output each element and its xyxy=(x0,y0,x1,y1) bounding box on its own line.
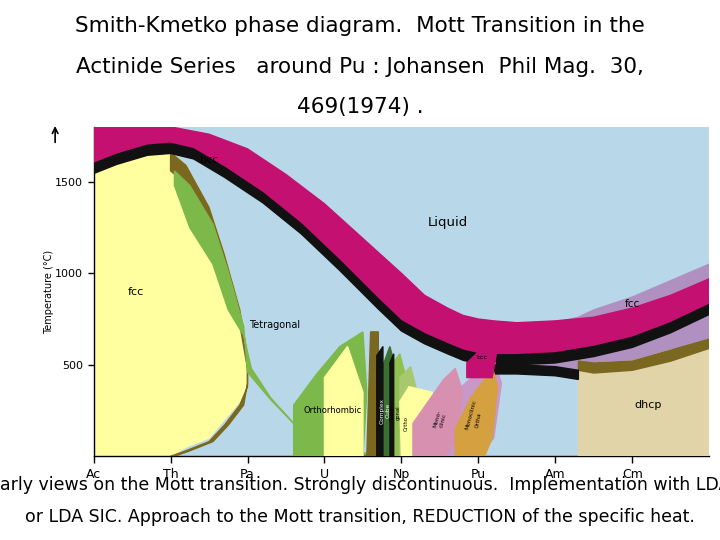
Polygon shape xyxy=(413,368,463,456)
Polygon shape xyxy=(455,367,498,456)
Text: Complex
Cube: Complex Cube xyxy=(380,397,391,423)
Polygon shape xyxy=(294,332,366,456)
Text: 469(1974) .: 469(1974) . xyxy=(297,97,423,117)
Polygon shape xyxy=(363,332,378,456)
Polygon shape xyxy=(94,127,248,456)
Polygon shape xyxy=(94,143,709,365)
Text: dhcp: dhcp xyxy=(634,400,662,410)
Text: Actinide Series   around Pu : Johansen  Phil Mag.  30,: Actinide Series around Pu : Johansen Phi… xyxy=(76,57,644,77)
Polygon shape xyxy=(390,354,406,456)
Text: Monoclinic: Monoclinic xyxy=(464,399,477,430)
Polygon shape xyxy=(325,347,363,456)
Text: Smith-Kmetko phase diagram.  Mott Transition in the: Smith-Kmetko phase diagram. Mott Transit… xyxy=(75,16,645,36)
Text: or LDA SIC. Approach to the Mott transition, REDUCTION of the specific heat.: or LDA SIC. Approach to the Mott transit… xyxy=(25,508,695,525)
Polygon shape xyxy=(400,367,417,456)
Text: Orthorhombic: Orthorhombic xyxy=(303,406,361,415)
Polygon shape xyxy=(390,354,394,456)
Polygon shape xyxy=(400,387,440,456)
Polygon shape xyxy=(377,347,383,456)
Text: Ortha: Ortha xyxy=(474,411,482,428)
Text: Ortho: Ortho xyxy=(403,416,408,431)
Text: fcc: fcc xyxy=(127,287,144,296)
Polygon shape xyxy=(171,152,248,456)
Polygon shape xyxy=(478,364,578,380)
Text: Early views on the Mott transition. Strongly discontinuous.  Implementation with: Early views on the Mott transition. Stro… xyxy=(0,476,720,494)
Polygon shape xyxy=(578,348,709,456)
Text: Tetragonal: Tetragonal xyxy=(249,320,300,329)
Text: fcc: fcc xyxy=(625,299,640,309)
Y-axis label: Temperature (°C): Temperature (°C) xyxy=(44,249,54,334)
Text: bcc: bcc xyxy=(200,155,218,165)
Polygon shape xyxy=(482,264,709,373)
Polygon shape xyxy=(380,347,395,456)
Text: Liquid: Liquid xyxy=(428,215,468,228)
Polygon shape xyxy=(94,127,709,355)
Polygon shape xyxy=(432,359,501,456)
Polygon shape xyxy=(578,339,709,373)
Polygon shape xyxy=(174,171,378,456)
Text: bcc: bcc xyxy=(477,355,487,360)
Text: Mono-
clinic: Mono- clinic xyxy=(432,409,447,430)
Text: Tetra-
gonal: Tetra- gonal xyxy=(390,405,401,420)
Polygon shape xyxy=(467,339,498,377)
